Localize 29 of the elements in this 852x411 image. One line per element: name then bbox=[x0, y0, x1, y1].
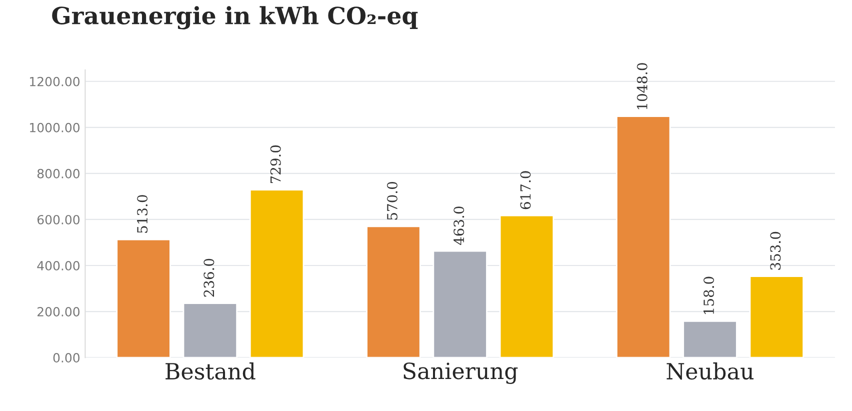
bar bbox=[499, 214, 554, 358]
data-label: 236.0 bbox=[204, 258, 214, 297]
data-label: 570.0 bbox=[386, 182, 398, 220]
bar bbox=[682, 320, 738, 358]
y-tick-label: 1200.00 bbox=[30, 76, 80, 86]
x-tick-label: Sanierung bbox=[404, 362, 518, 384]
data-label: 617.0 bbox=[520, 171, 531, 210]
y-tick-label: 800.00 bbox=[37, 168, 80, 178]
bar bbox=[749, 276, 804, 358]
bar bbox=[366, 226, 421, 358]
x-tick-label: Neubau bbox=[666, 362, 754, 380]
data-label: 1048.0 bbox=[636, 63, 648, 110]
y-tick-label: 1000.00 bbox=[30, 122, 80, 132]
data-label: 513.0 bbox=[137, 195, 148, 233]
bar bbox=[116, 238, 171, 358]
y-tick-label: 0.00 bbox=[53, 353, 80, 362]
bar bbox=[249, 189, 304, 358]
y-tick-label: 200.00 bbox=[38, 307, 80, 316]
bar bbox=[616, 116, 671, 358]
data-label: 353.0 bbox=[770, 232, 781, 270]
x-tick-label: Bestand bbox=[166, 362, 256, 380]
bar bbox=[432, 250, 488, 358]
data-label: 158.0 bbox=[704, 276, 714, 314]
chart-title: Grauenergie in kWh CO₂-eq bbox=[52, 6, 418, 30]
y-tick-label: 400.00 bbox=[37, 260, 80, 270]
data-label: 729.0 bbox=[270, 145, 281, 184]
data-label: 463.0 bbox=[454, 206, 464, 246]
y-tick-label: 600.00 bbox=[37, 214, 80, 224]
bar bbox=[182, 302, 238, 358]
